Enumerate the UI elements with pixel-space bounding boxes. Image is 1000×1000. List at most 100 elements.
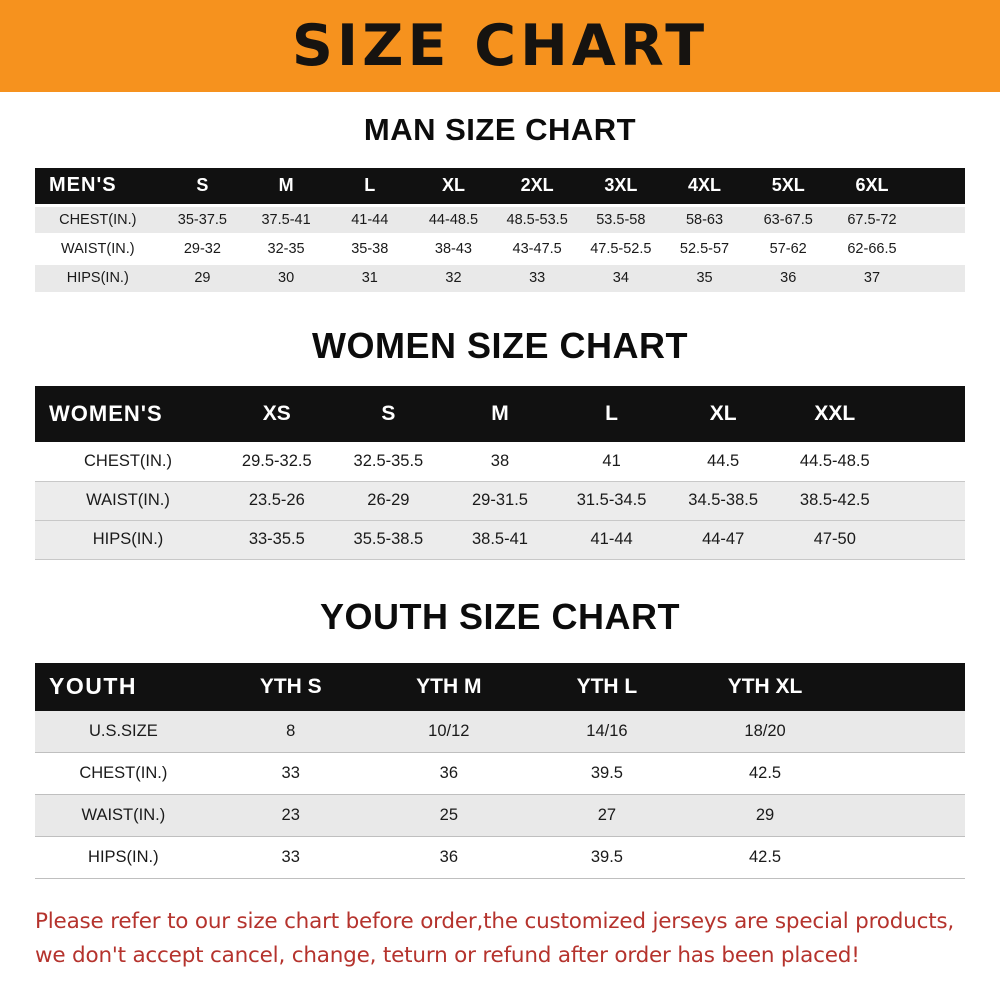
table-row: HIPS(IN.) 33-35.5 35.5-38.5 38.5-41 41-44 44-… (35, 520, 965, 560)
disclaimer-note: Please refer to our size chart before or… (35, 905, 965, 973)
row-label: U.S.SIZE (35, 710, 212, 753)
size-value-cell: 34.5-38.5 (667, 481, 779, 521)
size-value-cell: 37 (863, 270, 881, 287)
size-value-cell: 53.5-58 (596, 211, 646, 228)
table-row: CHEST(IN.) 29.5-32.5 32.5-35.5 38 41 44.5 44.5… (35, 442, 965, 482)
size-value-cell: 43-47.5 (512, 240, 562, 257)
size-value-cell: 62-66.5 (847, 240, 897, 257)
spacer-cell (844, 662, 965, 711)
women-section-heading: WOMEN SIZE CHART (312, 325, 688, 366)
size-value-cell: 8 (211, 710, 370, 753)
size-value-cell: 38.5-41 (444, 520, 556, 560)
size-value-cell: 14/16 (527, 710, 686, 753)
table-title-cell: YOUTH (35, 662, 212, 711)
spacer-cell (913, 168, 965, 205)
size-value-cell: 32.5-35.5 (332, 442, 445, 482)
table-header-row: MEN'S S M L XL 2XL 3XL 4XL 5XL 6XL (35, 168, 965, 205)
spacer-cell (890, 442, 965, 482)
table-header-row: YOUTH YTH S YTH M YTH L YTH XL (35, 662, 965, 711)
size-value-cell: 38 (444, 442, 556, 482)
section-youth: YOUTH SIZE CHART YOUTH YTH S YTH M YTH L YTH… (35, 596, 965, 879)
table-row: CHEST(IN.) 35-37.5 37.5-41 41-44 44-48.5 48.5… (35, 205, 965, 234)
size-column-header: 4XL (662, 168, 747, 205)
size-value-cell: 29-31.5 (444, 481, 556, 521)
size-column-header: 2XL (495, 168, 579, 205)
size-chart-banner: SIZE CHART (0, 0, 1000, 92)
size-column-header: L (555, 386, 668, 442)
size-value-cell: 44.5-48.5 (778, 442, 891, 482)
row-label: CHEST(IN.) (35, 752, 212, 795)
women-size-table: WOMEN'S XS S M L XL XXL CHEST(IN.) 29.5-32.5 32.5… (35, 386, 965, 560)
table-title-cell: MEN'S (35, 168, 161, 205)
size-value-cell: 44-47 (667, 520, 779, 560)
row-label: CHEST(IN.) (59, 211, 137, 228)
size-value-cell: 58-63 (685, 211, 724, 228)
size-column-header: M (244, 168, 328, 205)
size-value-cell: 38-43 (434, 240, 472, 257)
size-column-header: L (327, 168, 412, 205)
spacer-cell (844, 752, 965, 795)
size-value-cell: 27 (527, 794, 686, 837)
size-column-header: 5XL (746, 168, 831, 205)
size-column-header: XL (411, 168, 496, 205)
size-column-header: M (444, 386, 556, 442)
size-value-cell: 35-38 (351, 240, 389, 257)
size-value-cell: 36 (780, 270, 797, 287)
size-value-cell: 63-67.5 (763, 211, 813, 228)
size-value-cell: 18/20 (685, 710, 845, 753)
row-label: HIPS(IN.) (35, 520, 221, 560)
size-value-cell: 41-44 (351, 211, 389, 228)
size-value-cell: 29.5-32.5 (221, 442, 333, 482)
row-label: CHEST(IN.) (35, 442, 221, 482)
size-value-cell: 41 (555, 442, 668, 482)
size-value-cell: 32-35 (267, 240, 305, 257)
size-value-cell: 48.5-53.5 (506, 211, 568, 228)
size-value-cell: 47.5-52.5 (590, 240, 652, 257)
row-label: WAIST(IN.) (35, 794, 212, 837)
table-row: U.S.SIZE 8 10/12 14/16 18/20 (35, 710, 965, 753)
size-value-cell: 41-44 (555, 520, 668, 560)
size-column-header: YTH L (527, 662, 686, 711)
size-column-header: YTH M (369, 662, 528, 711)
content-area: MAN SIZE CHART MEN'S S M L XL 2XL 3XL 4XL 5XL 6XL… (35, 112, 965, 973)
size-value-cell: 35-37.5 (177, 211, 227, 228)
table-row: WAIST(IN.) 23 25 27 29 (35, 794, 965, 837)
spacer-cell (914, 234, 965, 263)
disclaimer-line-2: we don't accept cancel, change, teturn o… (35, 943, 860, 968)
size-value-cell: 67.5-72 (847, 211, 897, 228)
row-label: WAIST(IN.) (35, 481, 221, 521)
spacer-cell (890, 520, 965, 560)
size-value-cell: 31 (361, 270, 378, 287)
size-column-header: YTH S (211, 662, 370, 711)
page-title: SIZE CHART (291, 13, 709, 79)
spacer-cell (844, 710, 965, 753)
youth-size-table: YOUTH YTH S YTH M YTH L YTH XL U.S.SIZE 8 10/12… (35, 662, 965, 879)
size-value-cell: 34 (612, 270, 629, 287)
table-row: HIPS(IN.) 29 30 31 32 33 34 35 36 37 (35, 263, 965, 292)
table-title-cell: WOMEN'S (35, 386, 221, 442)
size-value-cell: 23.5-26 (221, 481, 333, 521)
disclaimer-line-1: Please refer to our size chart before or… (35, 909, 955, 934)
size-value-cell: 57-62 (769, 240, 807, 257)
row-label: WAIST(IN.) (60, 240, 135, 257)
size-value-cell: 33 (211, 836, 370, 879)
section-men: MAN SIZE CHART MEN'S S M L XL 2XL 3XL 4XL 5XL 6XL… (35, 112, 965, 292)
table-row: CHEST(IN.) 33 36 39.5 42.5 (35, 752, 965, 795)
size-value-cell: 35.5-38.5 (332, 520, 445, 560)
size-value-cell: 30 (278, 270, 295, 287)
table-row: WAIST(IN.) 29-32 32-35 35-38 38-43 43-47.5 47.… (35, 234, 965, 263)
table-header-row: WOMEN'S XS S M L XL XXL (35, 386, 965, 442)
row-label: HIPS(IN.) (35, 836, 212, 879)
size-value-cell: 42.5 (685, 836, 845, 879)
spacer-cell (914, 263, 965, 292)
spacer-cell (890, 386, 965, 442)
size-value-cell: 39.5 (527, 752, 686, 795)
size-value-cell: 33 (529, 270, 546, 287)
size-value-cell: 29 (194, 270, 211, 287)
spacer-cell (844, 836, 965, 879)
size-value-cell: 33 (211, 752, 370, 795)
size-value-cell: 35 (696, 270, 713, 287)
spacer-cell (890, 481, 965, 521)
size-value-cell: 42.5 (685, 752, 845, 795)
size-value-cell: 44.5 (667, 442, 779, 482)
